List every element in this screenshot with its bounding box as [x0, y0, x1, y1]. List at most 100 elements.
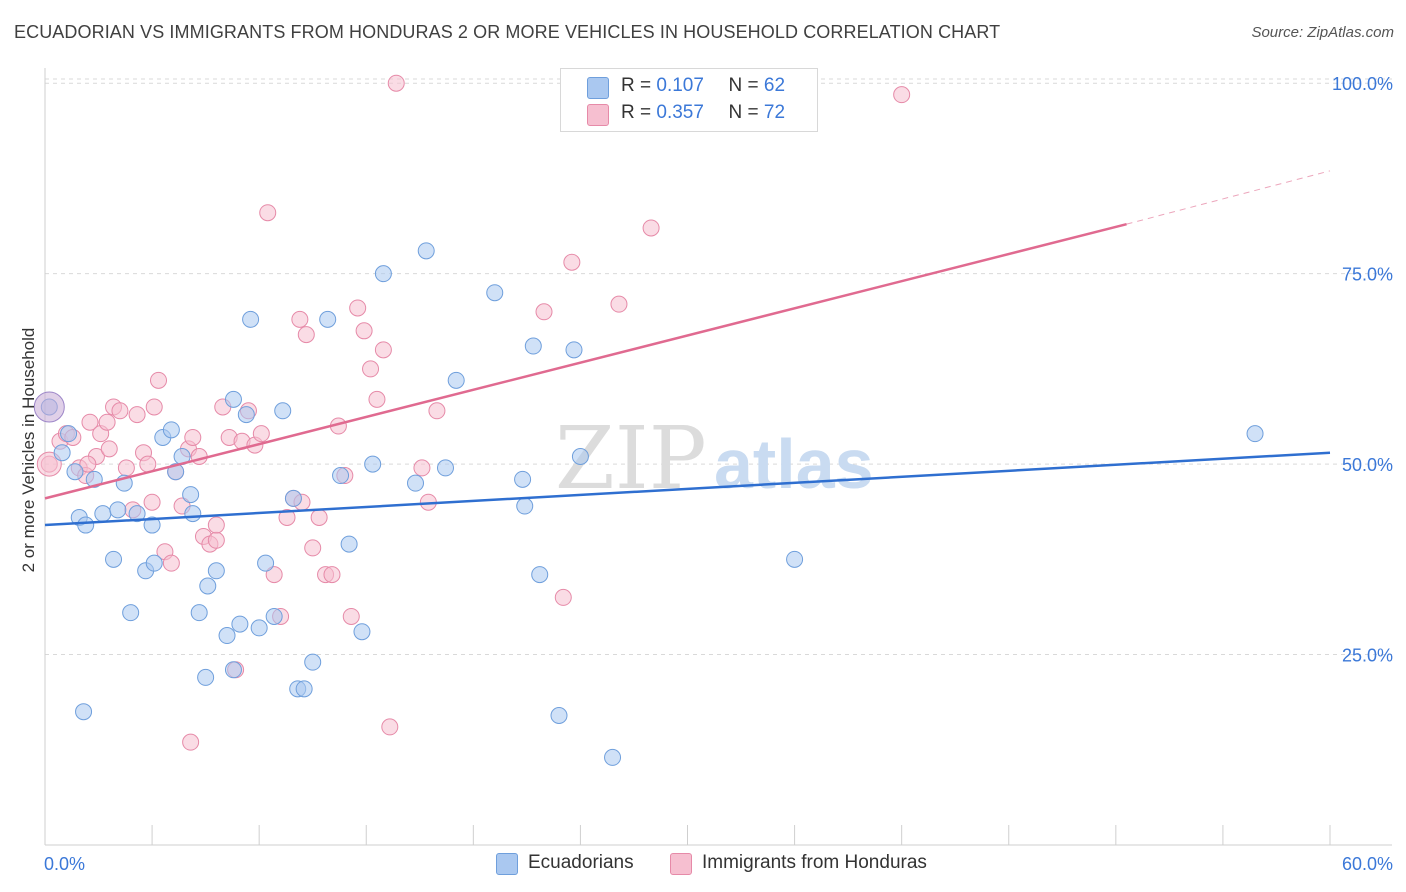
pink-swatch — [587, 104, 609, 126]
data-point-honduras — [145, 398, 163, 416]
data-point-honduras — [642, 219, 660, 237]
data-point-ecuadorian — [486, 284, 504, 302]
data-point-ecuadorian — [75, 703, 93, 721]
data-point-ecuadorian — [105, 550, 123, 568]
data-point-honduras — [207, 531, 225, 549]
chart-title: ECUADORIAN VS IMMIGRANTS FROM HONDURAS 2… — [14, 22, 1001, 42]
data-point-ecuadorian — [304, 653, 322, 671]
data-point-ecuadorian — [284, 489, 302, 507]
data-point-honduras — [323, 566, 341, 584]
data-point-honduras — [278, 508, 296, 526]
data-point-honduras — [387, 74, 405, 92]
data-point-ecuadorian — [353, 623, 371, 641]
data-point-ecuadorian — [571, 448, 589, 465]
trend-line-honduras — [44, 222, 1127, 500]
x-tick-label: 60.0% — [1342, 854, 1393, 874]
data-point-ecuadorian — [60, 425, 78, 443]
legend-label: Immigrants from Honduras — [702, 852, 927, 873]
n-value: 72 — [763, 102, 786, 123]
data-point-cluster — [36, 451, 62, 477]
grid-layer — [45, 78, 1392, 656]
data-point-honduras — [381, 718, 399, 736]
blue-points-layer — [33, 242, 1264, 766]
blue-swatch — [496, 853, 518, 875]
data-point-ecuadorian — [143, 516, 161, 534]
data-point-ecuadorian — [265, 607, 283, 625]
data-point-honduras — [117, 459, 135, 477]
data-point-ecuadorian — [77, 516, 95, 534]
data-point-honduras — [297, 326, 315, 344]
source-label: Source: ZipAtlas.com — [1251, 24, 1394, 41]
y-tick-label: 75.0% — [1342, 265, 1393, 285]
data-point-honduras — [310, 508, 328, 526]
data-point-honduras — [100, 440, 118, 458]
data-point-ecuadorian — [94, 505, 112, 523]
data-point-ecuadorian — [109, 501, 127, 519]
data-point-ecuadorian — [250, 619, 268, 637]
data-point-ecuadorian — [436, 459, 454, 477]
data-point-ecuadorian — [550, 707, 568, 724]
y-axis-title: 2 or more Vehicles in Household — [19, 327, 38, 573]
r-value: 0.357 — [656, 102, 704, 123]
data-point-honduras — [150, 371, 168, 389]
r-label: R = — [621, 102, 652, 123]
data-point-ecuadorian — [167, 463, 185, 481]
trend-line-honduras-extension — [1126, 170, 1331, 225]
data-point-ecuadorian — [257, 554, 275, 572]
data-point-ecuadorian — [374, 265, 392, 283]
data-point-ecuadorian — [1246, 425, 1264, 443]
legend-label: Ecuadorians — [528, 852, 634, 873]
y-axis-title-wrap: 2 or more Vehicles in Household — [14, 300, 44, 600]
data-point-honduras — [143, 493, 161, 511]
data-point-honduras — [162, 554, 180, 572]
data-point-ecuadorian — [184, 505, 202, 523]
data-point-honduras — [207, 516, 225, 534]
data-point-honduras — [291, 310, 309, 328]
data-point-ecuadorian — [199, 577, 217, 595]
pink-points-layer — [36, 74, 911, 751]
data-point-ecuadorian — [66, 463, 84, 481]
data-point-honduras — [259, 204, 277, 222]
data-point-ecuadorian — [53, 444, 71, 462]
data-point-ecuadorian — [242, 310, 260, 328]
data-point-ecuadorian — [295, 680, 313, 698]
correlation-legend: R = 0.107 N = 62 R = 0.357 N = 72 — [560, 68, 818, 132]
y-tick-label: 50.0% — [1342, 455, 1393, 475]
data-point-ecuadorian — [162, 421, 180, 439]
data-point-ecuadorian — [447, 371, 465, 389]
data-point-ecuadorian — [514, 470, 532, 488]
data-point-ecuadorian — [364, 455, 382, 473]
data-point-ecuadorian — [340, 535, 358, 553]
data-point-honduras — [368, 390, 386, 408]
data-point-ecuadorian — [407, 474, 425, 492]
data-point-ecuadorian — [85, 470, 103, 488]
data-point-honduras — [128, 406, 146, 424]
n-label: N = — [728, 75, 759, 96]
data-point-honduras — [111, 402, 129, 420]
data-point-ecuadorian — [224, 661, 242, 679]
r-label: R = — [621, 75, 652, 96]
data-point-honduras — [374, 341, 392, 359]
trend-line-ecuadorians — [44, 451, 1331, 527]
data-point-ecuadorian — [531, 566, 549, 584]
n-value: 62 — [763, 75, 786, 96]
y-tick-label: 100.0% — [1332, 74, 1393, 94]
tick-label-layer: 25.0% 50.0% 75.0% 100.0% 0.0% 60.0% — [44, 74, 1393, 874]
data-point-ecuadorian — [128, 505, 146, 523]
data-point-honduras — [893, 86, 911, 104]
data-point-ecuadorian — [218, 627, 236, 645]
data-point-ecuadorian — [274, 402, 292, 420]
data-point-honduras — [362, 360, 380, 378]
data-point-ecuadorian — [604, 748, 622, 766]
data-point-ecuadorian — [565, 341, 583, 359]
data-point-ecuadorian — [319, 310, 337, 328]
data-point-honduras — [342, 607, 360, 625]
data-point-honduras — [554, 588, 572, 606]
data-point-ecuadorian — [122, 604, 140, 622]
data-point-honduras — [428, 402, 446, 420]
data-point-honduras — [184, 428, 202, 446]
data-point-ecuadorian — [190, 604, 208, 622]
data-point-honduras — [349, 299, 367, 317]
data-point-ecuadorian — [417, 242, 435, 260]
